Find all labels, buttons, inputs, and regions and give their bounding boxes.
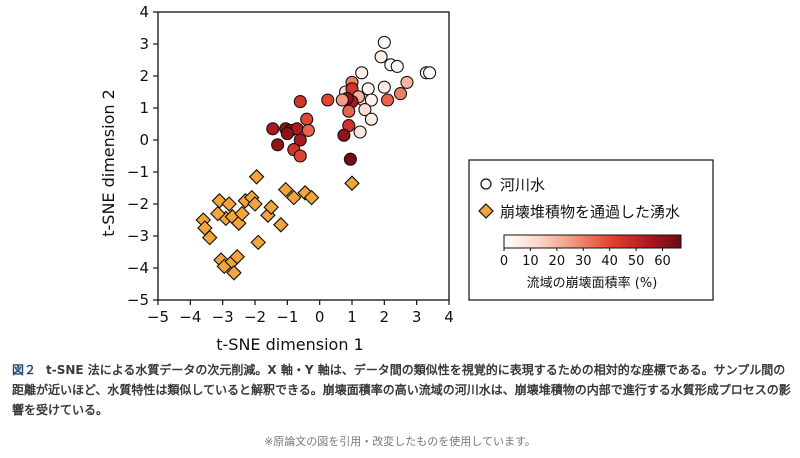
spring-water-point <box>229 249 245 265</box>
spring-water-point <box>226 265 242 281</box>
spring-water-point <box>303 189 320 206</box>
river-water-point <box>423 66 437 80</box>
river-water-point <box>377 80 391 94</box>
river-water-point <box>364 112 378 126</box>
x-tick-label: −5 <box>147 308 169 326</box>
colorbar-tick-label: 30 <box>575 254 592 269</box>
axes: −5 −4 −3 −2 −1 0 1 2 3 4 −5 −4 −3 −2 −1 0 1 2 3 4 <box>127 3 454 326</box>
colorbar-bar <box>503 234 682 249</box>
x-tick-label: −3 <box>212 308 234 326</box>
river-water-point <box>300 112 314 126</box>
river-water-point <box>358 103 372 117</box>
figure-number: 図２ <box>12 363 37 377</box>
colorbar-tick-label: 0 <box>500 254 508 269</box>
y-tick-label: −4 <box>127 259 149 277</box>
river-water-point <box>301 123 315 137</box>
y-tick-label: 1 <box>139 99 149 117</box>
river-water-point <box>293 149 307 163</box>
river-water-point <box>335 93 349 107</box>
x-tick-label: 3 <box>412 308 422 326</box>
figure-caption: 図２ t-SNE 法による水質データの次元削減。X 軸・Y 軸は、データ間の類似性… <box>12 360 792 420</box>
legend-label-spring-water: 崩壊堆積物を通過した湧水 <box>500 203 680 221</box>
citation-note: ※原論文の図を引用・改変したものを使用しています。 <box>264 435 536 448</box>
river-water-point <box>353 125 367 139</box>
spring-water-point <box>248 169 265 185</box>
x-tick-label: −2 <box>244 308 266 326</box>
legend-diamond-marker <box>478 203 494 219</box>
river-water-point <box>337 128 351 142</box>
spring-water-point <box>263 199 279 215</box>
y-tick-label: 2 <box>139 67 149 85</box>
colorbar-label: 流域の崩壊面積率 (%) <box>527 275 658 291</box>
x-tick-label: 2 <box>380 308 390 326</box>
river-water-point <box>400 75 414 89</box>
scatter-plot: −5 −4 −3 −2 −1 0 1 2 3 4 −5 −4 −3 −2 −1 0 1 2 3 4 t-SNE dim… <box>99 3 714 354</box>
river-water-point <box>355 66 369 80</box>
spring-water-point <box>221 196 237 212</box>
spring-water-point <box>201 229 218 246</box>
colorbar-tick-label: 10 <box>522 254 539 269</box>
spring-water-point <box>247 196 263 212</box>
y-tick-label: 3 <box>139 35 149 53</box>
colorbar: 0 10 20 30 40 50 60 <box>500 234 682 269</box>
x-axis-label: t-SNE dimension 1 <box>216 335 364 354</box>
spring-water-point <box>286 189 302 206</box>
x-tick-label: 1 <box>347 308 357 326</box>
river-water-point <box>293 133 307 147</box>
river-water-point <box>293 95 307 109</box>
river-water-point <box>364 93 378 107</box>
data-points <box>195 35 437 281</box>
colorbar-tick-label: 60 <box>654 254 671 269</box>
colorbar-tick-label: 50 <box>628 254 645 269</box>
plot-frame <box>157 11 450 301</box>
river-water-point <box>343 152 357 166</box>
spring-water-point <box>234 205 250 222</box>
colorbar-tick-label: 20 <box>549 254 566 269</box>
river-water-point <box>266 122 280 136</box>
legend: 河川水 崩壊堆積物を通過した湧水 0 10 20 30 40 50 60 流域の崩壊面積率 … <box>468 159 714 301</box>
spring-water-point <box>210 205 226 222</box>
y-tick-label: 4 <box>139 3 149 21</box>
spring-water-point <box>277 181 294 198</box>
river-water-point <box>390 59 404 73</box>
river-water-point <box>361 82 375 96</box>
y-tick-label: 0 <box>139 131 149 149</box>
colorbar-tick-label: 40 <box>601 254 618 269</box>
x-tick-label: 4 <box>444 308 454 326</box>
legend-circle-marker <box>480 178 492 190</box>
legend-label-river-water: 河川水 <box>500 176 545 194</box>
spring-water-point <box>344 175 360 191</box>
y-tick-label: −2 <box>127 195 149 213</box>
x-tick-label: 0 <box>315 308 325 326</box>
legend-box <box>468 159 714 301</box>
spring-water-point <box>273 217 289 233</box>
y-tick-label: −1 <box>127 163 149 181</box>
spring-water-point <box>250 234 267 251</box>
river-water-point <box>321 93 335 107</box>
x-tick-label: −1 <box>276 308 298 326</box>
river-water-point <box>393 87 408 101</box>
spring-water-point <box>297 185 313 201</box>
river-water-point <box>271 138 285 152</box>
river-water-point <box>280 127 294 141</box>
river-water-point <box>374 50 388 64</box>
y-tick-label: −5 <box>127 291 149 309</box>
x-tick-label: −4 <box>179 308 201 326</box>
y-tick-label: −3 <box>127 227 149 245</box>
y-axis-label: t-SNE dimension 2 <box>99 89 118 237</box>
caption-text: t-SNE 法による水質データの次元削減。X 軸・Y 軸は、データ間の類似性を視… <box>12 363 791 417</box>
river-water-point <box>377 35 391 49</box>
river-water-point <box>381 93 395 107</box>
river-water-point <box>342 104 356 118</box>
